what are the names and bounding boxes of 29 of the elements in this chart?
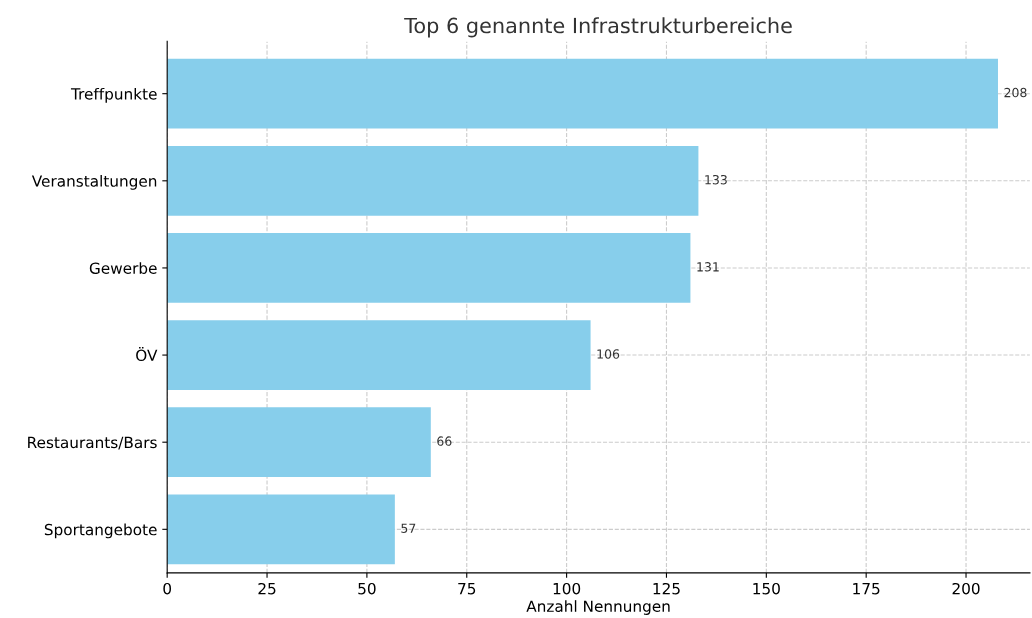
- data-label: 106: [597, 349, 620, 359]
- x-tick-label: 50: [358, 582, 376, 595]
- bar: [167, 58, 998, 129]
- x-tick-label: 75: [458, 583, 476, 595]
- x-tick-label: 100: [553, 582, 581, 595]
- y-tick-label: Restaurants/Bars: [28, 436, 157, 450]
- data-label: 208: [1004, 87, 1027, 98]
- data-label: 66: [437, 436, 452, 446]
- x-tick-label: 125: [653, 582, 680, 595]
- data-label: 131: [697, 262, 719, 272]
- bar: [167, 233, 691, 303]
- bar: [167, 407, 431, 478]
- data-label: 57: [401, 523, 416, 533]
- x-tick-label: 175: [853, 583, 880, 595]
- y-tick-label: Veranstaltungen: [31, 175, 157, 190]
- data-label: 133: [705, 174, 727, 185]
- bar: [167, 145, 699, 216]
- x-tick-label: 0: [163, 582, 172, 595]
- bar: [167, 320, 591, 390]
- x-axis-title: Anzahl Nennungen: [526, 600, 670, 615]
- y-tick-label: Treffpunkte: [70, 87, 157, 103]
- chart-title: Top 6 genannte Infrastrukturbereiche: [404, 17, 792, 38]
- x-tick-label: 150: [753, 582, 780, 595]
- x-tick-label: 200: [952, 582, 980, 595]
- y-tick-label: Sportangebote: [44, 523, 157, 539]
- y-tick-label: ÖV: [136, 346, 158, 362]
- bar: [167, 494, 395, 565]
- x-tick-label: 25: [258, 582, 276, 595]
- y-tick-label: Gewerbe: [89, 262, 157, 274]
